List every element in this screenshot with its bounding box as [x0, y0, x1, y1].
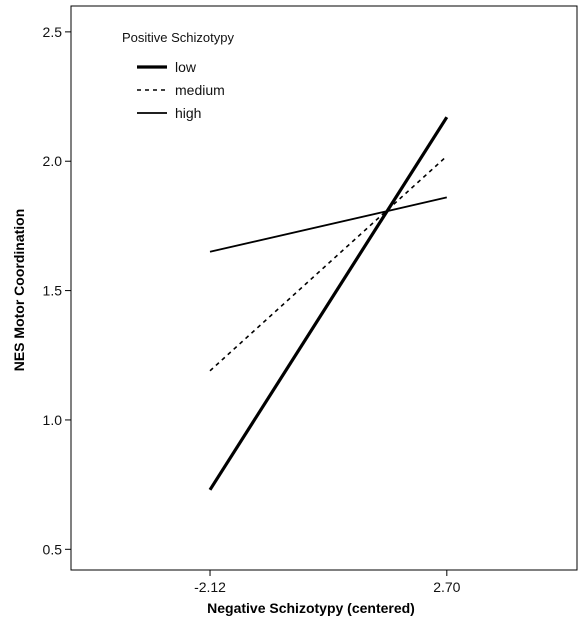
- legend-label-high: high: [175, 105, 201, 121]
- series-lines: [208, 116, 449, 491]
- y-axis-title: NES Motor Coordination: [11, 209, 27, 372]
- x-axis-title: Negative Schizotypy (centered): [207, 600, 415, 616]
- x-tick-label: 2.70: [433, 579, 460, 595]
- legend: Positive Schizotypy low medium high: [122, 30, 234, 121]
- y-axis: 0.5 1.0 1.5 2.0 2.5: [43, 24, 71, 557]
- y-tick-label: 0.5: [43, 541, 63, 557]
- y-tick-label: 1.5: [43, 283, 63, 299]
- plot-frame: [70, 5, 578, 571]
- legend-title: Positive Schizotypy: [122, 30, 234, 45]
- y-tick-label: 1.0: [43, 412, 63, 428]
- series-line-low: [208, 116, 449, 491]
- legend-label-medium: medium: [175, 82, 225, 98]
- series-line-medium: [209, 155, 448, 372]
- y-tick-label: 2.5: [43, 24, 63, 40]
- x-tick-label: -2.12: [194, 579, 226, 595]
- x-axis: -2.12 2.70: [194, 570, 461, 595]
- legend-label-low: low: [175, 59, 197, 75]
- series-line-high: [209, 196, 448, 253]
- y-tick-label: 2.0: [43, 153, 63, 169]
